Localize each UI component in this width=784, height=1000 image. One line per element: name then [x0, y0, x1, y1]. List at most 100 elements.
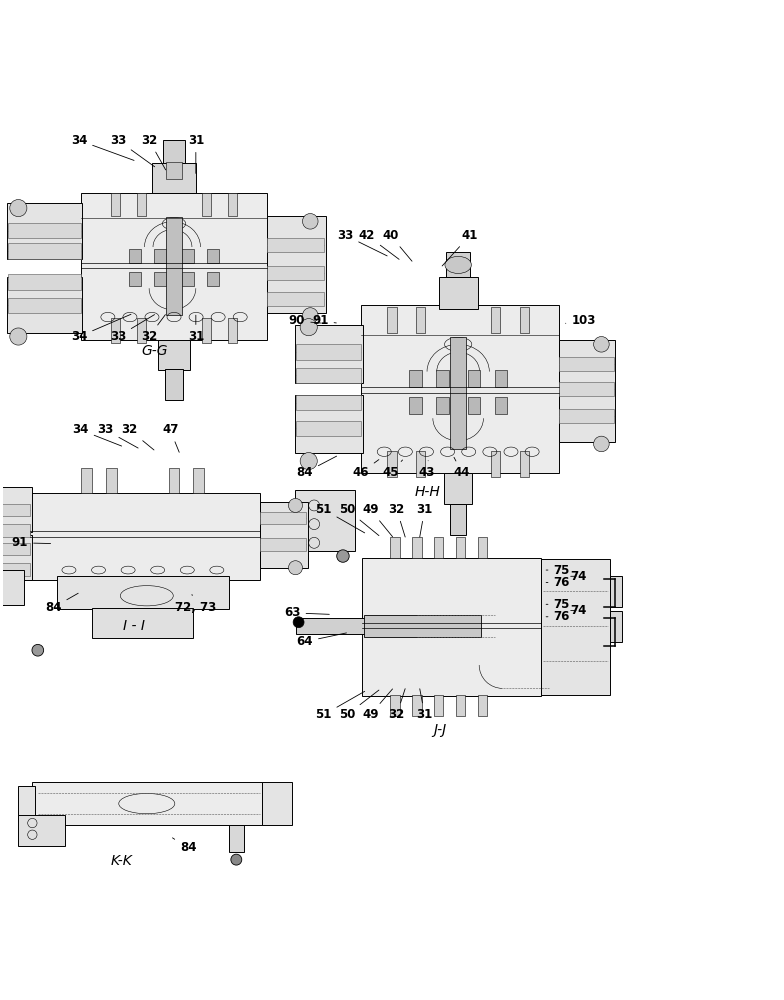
Bar [158, 340, 190, 370]
Bar [129, 249, 141, 263]
Bar [228, 825, 244, 852]
Bar [390, 537, 400, 558]
Text: 43: 43 [418, 461, 434, 479]
Bar [227, 193, 237, 216]
Bar [0, 543, 30, 555]
Text: 33: 33 [110, 134, 154, 167]
Bar [434, 695, 444, 716]
Bar [445, 473, 472, 504]
Bar [8, 274, 81, 290]
Ellipse shape [593, 436, 609, 452]
Text: 34: 34 [71, 314, 131, 343]
Bar [437, 370, 448, 387]
Text: 42: 42 [359, 229, 399, 259]
Text: 32: 32 [389, 689, 405, 721]
Bar [182, 249, 194, 263]
Bar [7, 277, 82, 333]
Bar [111, 193, 120, 216]
Bar [390, 695, 400, 716]
Text: 32: 32 [141, 315, 165, 343]
Bar [18, 815, 65, 846]
Bar [362, 558, 542, 696]
Bar [166, 217, 182, 315]
Text: 31: 31 [416, 503, 433, 537]
Bar [542, 559, 610, 695]
Text: G-G: G-G [141, 344, 168, 358]
Text: 91: 91 [12, 536, 51, 549]
Bar [30, 493, 260, 580]
Bar [295, 490, 355, 551]
Bar [296, 368, 361, 383]
Bar [491, 307, 500, 333]
Bar [520, 307, 529, 333]
Bar [477, 695, 487, 716]
Bar [416, 307, 426, 333]
Bar [295, 325, 363, 383]
Text: 51: 51 [315, 503, 365, 533]
Text: 34: 34 [71, 134, 134, 160]
Bar [610, 576, 622, 607]
Bar [467, 370, 480, 387]
Text: 84: 84 [296, 456, 336, 479]
Bar [450, 504, 466, 535]
Bar [262, 782, 292, 825]
Text: 33: 33 [97, 423, 138, 448]
Bar [136, 318, 146, 343]
Bar [0, 570, 24, 605]
Text: 44: 44 [454, 457, 470, 479]
Bar [296, 395, 361, 410]
Text: 91: 91 [312, 314, 336, 327]
Bar [202, 318, 212, 343]
Bar [202, 193, 212, 216]
Bar [0, 504, 30, 516]
Bar [194, 468, 205, 493]
Bar [456, 695, 465, 716]
Bar [18, 786, 35, 821]
Ellipse shape [289, 498, 303, 512]
Bar [32, 782, 262, 825]
Ellipse shape [593, 337, 609, 352]
Bar [495, 397, 507, 414]
Bar [409, 397, 422, 414]
Text: 64: 64 [296, 633, 347, 648]
Text: 33: 33 [337, 229, 387, 256]
Bar [409, 370, 422, 387]
Bar [267, 292, 325, 306]
Text: 46: 46 [353, 460, 379, 479]
Text: J-J: J-J [434, 723, 447, 737]
Bar [136, 193, 146, 216]
Bar [82, 468, 93, 493]
Bar [467, 397, 480, 414]
Bar [491, 451, 500, 477]
Ellipse shape [9, 328, 27, 345]
Bar [559, 357, 614, 371]
Ellipse shape [337, 550, 349, 562]
Bar [295, 395, 363, 453]
Ellipse shape [300, 453, 318, 470]
Bar [111, 318, 120, 343]
Bar [559, 382, 614, 396]
Bar [559, 409, 614, 423]
Bar [154, 272, 166, 286]
Bar [361, 305, 559, 473]
Bar [152, 163, 196, 193]
Text: 90: 90 [289, 314, 321, 327]
Text: 76: 76 [546, 610, 570, 623]
Text: 63: 63 [284, 606, 329, 619]
Ellipse shape [293, 617, 304, 628]
Bar [412, 537, 422, 558]
Bar [8, 243, 81, 259]
Bar [416, 451, 426, 477]
Bar [0, 524, 30, 537]
Bar [456, 537, 465, 558]
Bar [0, 487, 32, 532]
Bar [387, 307, 397, 333]
Bar [166, 162, 182, 179]
Text: I - I: I - I [122, 619, 144, 633]
Text: 32: 32 [389, 503, 405, 537]
Bar [267, 266, 325, 280]
Bar [495, 370, 507, 387]
Bar [559, 340, 615, 442]
Bar [437, 397, 448, 414]
Bar [296, 618, 365, 634]
